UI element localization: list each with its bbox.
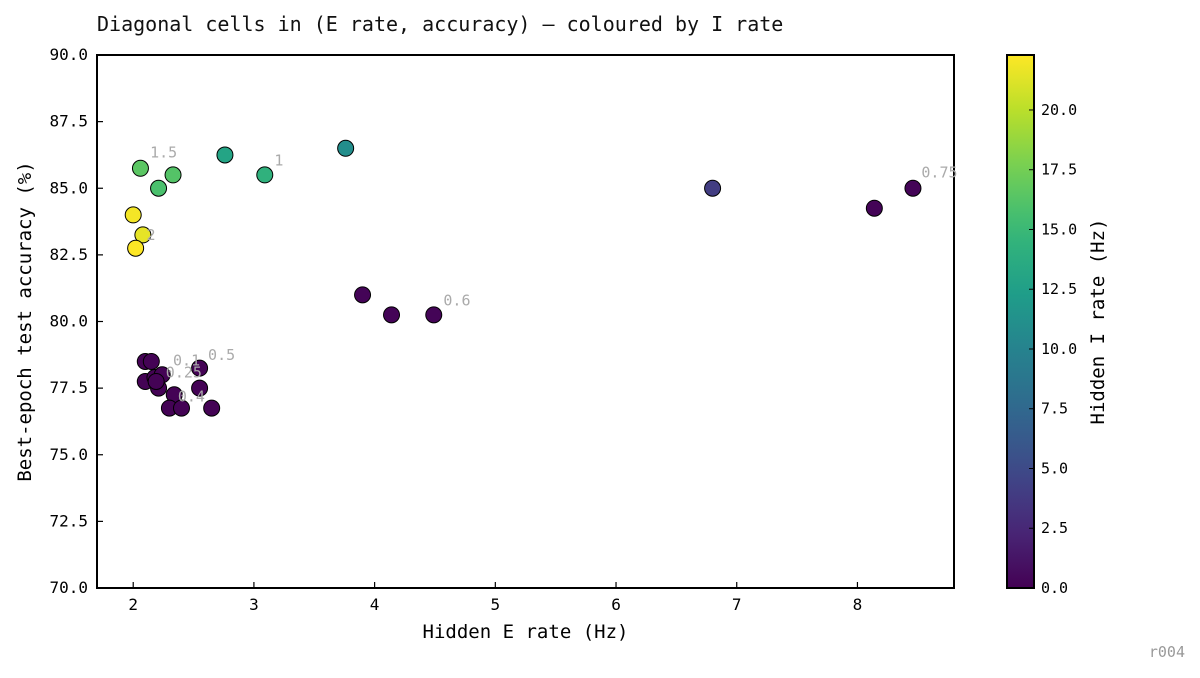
y-tick-label: 85.0 (49, 178, 88, 197)
y-tick-label: 77.5 (49, 378, 88, 397)
data-point (191, 379, 209, 397)
point-annotation: 0.75 (921, 164, 957, 182)
colorbar-tick-label: 7.5 (1041, 400, 1068, 418)
chart-title: Diagonal cells in (E rate, accuracy) — c… (97, 12, 784, 36)
colorbar-tick-label: 20.0 (1041, 101, 1077, 119)
y-tick-label: 75.0 (49, 445, 88, 464)
data-point (134, 226, 152, 244)
y-tick-label: 82.5 (49, 245, 88, 264)
point-annotation: 1 (274, 152, 283, 170)
point-annotation: 0.25 (166, 363, 202, 381)
data-point (256, 166, 274, 184)
point-annotation: 0.5 (208, 346, 235, 364)
y-tick-label: 87.5 (49, 112, 88, 131)
data-point (191, 359, 209, 377)
colorbar (1006, 54, 1035, 589)
run-id-label: r004 (1148, 643, 1185, 661)
data-point (904, 179, 922, 197)
data-point (425, 306, 443, 324)
colorbar-tick-label: 10.0 (1041, 340, 1077, 358)
colorbar-tick-label: 17.5 (1041, 161, 1077, 179)
x-tick-label: 3 (249, 595, 259, 614)
data-point (131, 159, 149, 177)
x-tick-label: 7 (732, 595, 742, 614)
x-tick-label: 6 (611, 595, 621, 614)
y-tick-label: 90.0 (49, 45, 88, 64)
y-tick-label: 80.0 (49, 312, 88, 331)
data-point (124, 206, 142, 224)
data-point (216, 146, 234, 164)
y-tick-label: 72.5 (49, 511, 88, 530)
y-axis-label: Best-epoch test accuracy (%) (14, 161, 36, 481)
x-tick-label: 4 (370, 595, 380, 614)
colorbar-tick-label: 12.5 (1041, 280, 1077, 298)
data-point (127, 239, 145, 257)
point-annotation: 0.4 (178, 387, 205, 405)
point-annotation: 0.6 (443, 292, 470, 310)
data-point (147, 372, 165, 390)
x-tick-label: 2 (128, 595, 138, 614)
data-point (172, 399, 190, 417)
colorbar-tick-label: 2.5 (1041, 519, 1068, 537)
y-tick-label: 70.0 (49, 578, 88, 597)
x-tick-label: 5 (491, 595, 501, 614)
data-point (337, 139, 355, 157)
plot-frame (96, 54, 955, 589)
colorbar-tick-label: 15.0 (1041, 220, 1077, 238)
x-tick-label: 8 (853, 595, 863, 614)
point-annotation: 1.5 (150, 144, 177, 162)
point-annotation: 0.1 (173, 351, 200, 369)
point-annotation: 2 (146, 226, 155, 244)
colorbar-tick-label: 5.0 (1041, 459, 1068, 477)
colorbar-tick-label: 0.0 (1041, 579, 1068, 597)
data-point (164, 166, 182, 184)
data-point (704, 179, 722, 197)
colorbar-label: Hidden I rate (Hz) (1087, 219, 1109, 425)
x-axis-label: Hidden E rate (Hz) (423, 621, 629, 643)
data-point (383, 306, 401, 324)
data-point (142, 352, 160, 370)
data-point (865, 199, 883, 217)
data-point (150, 179, 168, 197)
data-point (203, 399, 221, 417)
data-point (354, 286, 372, 304)
